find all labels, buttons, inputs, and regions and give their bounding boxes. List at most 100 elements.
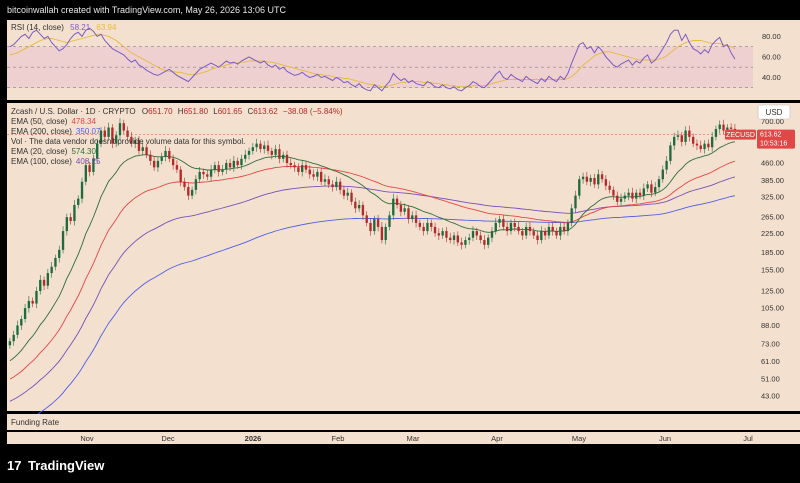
candle: [88, 161, 91, 177]
candle: [319, 167, 323, 186]
price-axis-tick: 105.00: [761, 304, 784, 313]
candle: [308, 165, 311, 179]
candlesticks: [8, 118, 737, 349]
time-axis-tick: Dec: [161, 434, 175, 443]
candle: [475, 227, 478, 240]
candle: [221, 164, 224, 176]
candle: [399, 200, 403, 217]
candle: [631, 187, 634, 203]
rsi-legend-label: RSI (14, close): [11, 23, 64, 32]
candle: [107, 122, 110, 141]
candle: [251, 143, 255, 155]
candle: [566, 219, 570, 236]
price-axis-tick: 73.00: [761, 339, 780, 348]
candle: [133, 136, 137, 149]
candle: [581, 172, 585, 184]
candle: [289, 158, 292, 169]
ohlc-open: 651.70: [148, 107, 173, 116]
time-axis-tick: May: [572, 434, 586, 443]
candle: [346, 187, 349, 201]
price-axis-tick: 88.00: [761, 321, 780, 330]
price-legend: Zcash / U.S. Dollar · 1D · CRYPTO O651.7…: [11, 107, 343, 166]
candle: [50, 261, 53, 278]
candle: [570, 204, 573, 227]
candle: [232, 155, 236, 172]
funding-rate-pane[interactable]: Funding Rate: [7, 414, 800, 430]
candle: [449, 232, 452, 244]
indicator-ema50: EMA (50, close) 478.34: [11, 117, 96, 126]
candle: [635, 189, 638, 204]
candle: [707, 139, 710, 151]
price-axis-tick: 155.00: [761, 265, 784, 274]
time-axis-tick: Mar: [407, 434, 420, 443]
price-axis-tick: 385.00: [761, 176, 784, 185]
candle: [187, 182, 190, 201]
candle: [589, 174, 592, 187]
candle: [42, 276, 46, 291]
candle: [490, 226, 494, 243]
ema-20-line: [9, 141, 735, 362]
candle: [342, 185, 346, 200]
candle: [46, 268, 50, 290]
candle: [236, 157, 239, 169]
candle: [650, 180, 653, 198]
candle: [194, 175, 198, 195]
candle: [528, 222, 532, 236]
candle: [152, 155, 156, 171]
candle: [547, 222, 551, 239]
candle: [301, 160, 304, 177]
candle: [555, 227, 558, 239]
candle: [240, 154, 243, 170]
candle: [54, 254, 57, 271]
candle: [35, 286, 38, 309]
candle: [323, 174, 327, 187]
candle: [714, 125, 718, 141]
candle: [471, 226, 475, 242]
candle: [619, 193, 623, 207]
candle: [99, 127, 103, 148]
candle: [266, 140, 270, 155]
rsi-pane[interactable]: 40.00 60.00 80.00 RSI (14, close) 58.21 63…: [7, 20, 800, 100]
rsi-level-lines: [7, 46, 753, 89]
candle: [331, 180, 334, 192]
candle: [23, 304, 27, 323]
candle: [403, 203, 406, 216]
candle: [282, 151, 285, 163]
candle: [468, 233, 471, 245]
candle: [164, 146, 167, 162]
candle: [532, 227, 535, 239]
candle: [118, 118, 122, 140]
candle: [691, 133, 695, 148]
candle: [392, 193, 395, 220]
candle: [65, 213, 69, 236]
funding-rate-background: [7, 414, 800, 430]
candle: [509, 219, 513, 235]
rsi-legend-ma-value: 63.94: [96, 23, 117, 32]
chart-title: Zcash / U.S. Dollar · 1D · CRYPTO: [11, 107, 136, 116]
candle: [543, 227, 547, 240]
ohlc-high-label: H: [178, 107, 184, 116]
indicator-ema20: EMA (20, close) 574.30: [11, 147, 96, 156]
rsi-axis-tick: 80.00: [762, 32, 781, 41]
candle: [183, 177, 186, 191]
candle: [418, 219, 422, 231]
candle: [665, 155, 668, 175]
candle: [202, 168, 205, 179]
candle: [585, 171, 589, 186]
candle: [411, 211, 414, 223]
candle: [31, 297, 34, 308]
candle: [58, 245, 61, 263]
candle: [676, 130, 680, 141]
candle: [130, 131, 133, 148]
candle: [179, 166, 182, 187]
candle: [361, 201, 365, 220]
candle: [209, 164, 213, 182]
candle: [278, 144, 281, 164]
currency-box[interactable]: [757, 104, 791, 120]
price-pane[interactable]: 43.00 51.00 61.00 73.00 88.00 105.00 125.00 155…: [7, 103, 800, 431]
candle: [593, 173, 596, 188]
currency-label[interactable]: USD: [766, 108, 783, 117]
ema-50-line: [9, 160, 736, 380]
candle: [327, 175, 330, 188]
candle: [111, 124, 114, 149]
